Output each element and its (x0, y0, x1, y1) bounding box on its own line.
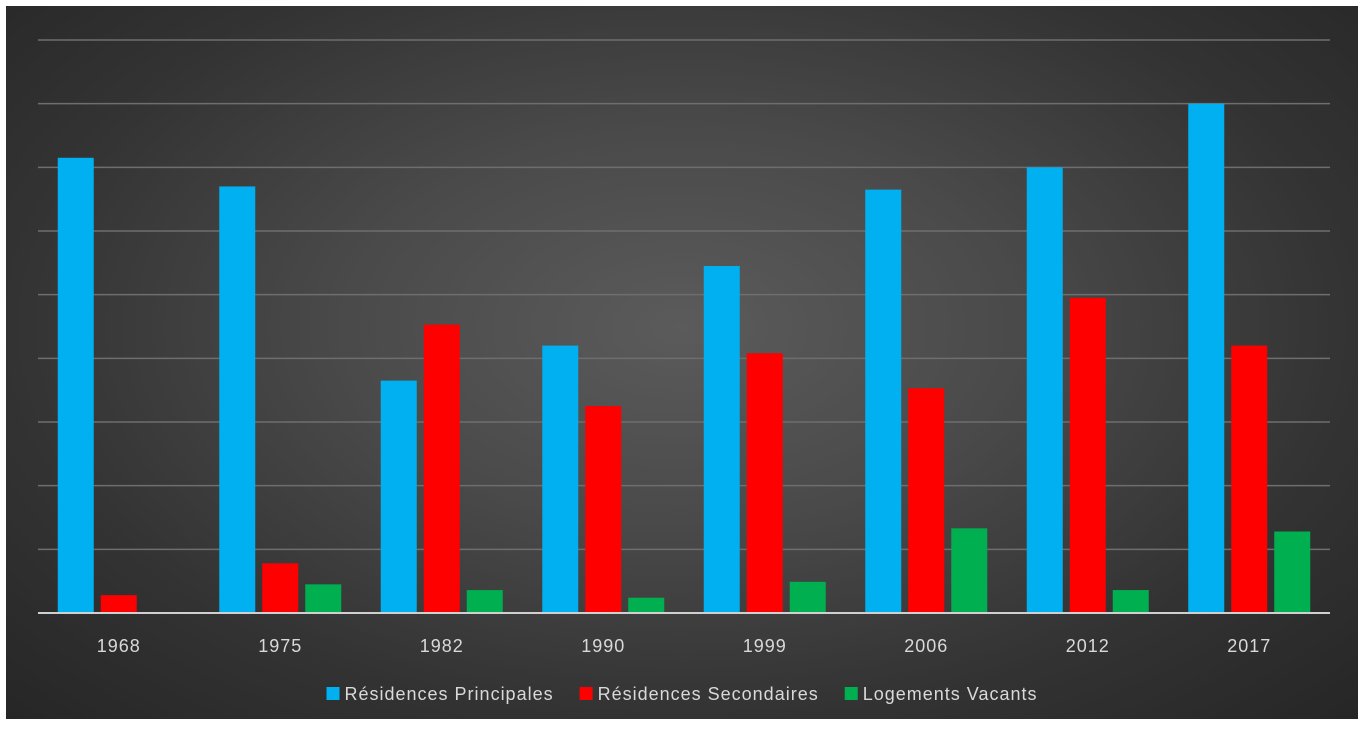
bar-chart: 1968 1975 1982 1990 1999 2006 2012 2017 Résiden… (38, 39, 1330, 704)
legend-label: Résidences Secondaires (598, 684, 819, 704)
bar-résidences-principales-1999 (703, 266, 740, 613)
legend-label: Logements Vacants (863, 684, 1038, 704)
legend: Résidences Principales Résidences Seconda… (326, 684, 1038, 704)
legend-swatch-logements-vacants (844, 687, 858, 700)
bar-logements-vacants-2017 (1274, 531, 1311, 613)
x-tick-labels: 1968 1975 1982 1990 1999 2006 2012 2017 (97, 636, 1271, 656)
x-tick-label: 2006 (904, 636, 948, 656)
bar-logements-vacants-2006 (951, 528, 988, 613)
bar-résidences-principales-1982 (380, 380, 417, 613)
bar-résidences-secondaires-1968 (100, 595, 137, 613)
bar-résidences-secondaires-1975 (262, 563, 299, 613)
bar-résidences-principales-2006 (865, 189, 902, 613)
legend-label: Résidences Principales (345, 684, 554, 704)
bar-résidences-secondaires-2006 (908, 388, 945, 613)
x-tick-label: 1975 (258, 636, 302, 656)
legend-swatch-résidences-secondaires (579, 687, 593, 700)
bar-résidences-principales-2012 (1026, 167, 1063, 614)
bars (57, 103, 1311, 614)
x-tick-label: 1999 (743, 636, 787, 656)
bar-résidences-principales-1968 (57, 157, 94, 614)
bar-résidences-secondaires-2017 (1231, 345, 1268, 613)
bar-logements-vacants-1990 (628, 597, 665, 613)
x-tick-label: 1990 (581, 636, 625, 656)
legend-swatch-résidences-principales (326, 687, 340, 700)
x-tick-label: 1968 (97, 636, 141, 656)
chart-area: 1968 1975 1982 1990 1999 2006 2012 2017 Résiden… (6, 6, 1358, 719)
bar-logements-vacants-1975 (305, 584, 342, 613)
bar-logements-vacants-1999 (789, 581, 826, 613)
bar-résidences-secondaires-1990 (585, 406, 622, 613)
bar-logements-vacants-2012 (1112, 590, 1149, 613)
bar-résidences-principales-1975 (219, 186, 256, 613)
x-tick-label: 1982 (420, 636, 464, 656)
bar-logements-vacants-1982 (466, 590, 503, 613)
bar-résidences-secondaires-2012 (1069, 297, 1106, 613)
bar-résidences-principales-2017 (1188, 103, 1225, 614)
bar-résidences-principales-1990 (542, 345, 579, 613)
bar-résidences-secondaires-1982 (423, 324, 460, 613)
bar-résidences-secondaires-1999 (746, 353, 783, 613)
x-tick-label: 2017 (1227, 636, 1271, 656)
x-tick-label: 2012 (1066, 636, 1110, 656)
